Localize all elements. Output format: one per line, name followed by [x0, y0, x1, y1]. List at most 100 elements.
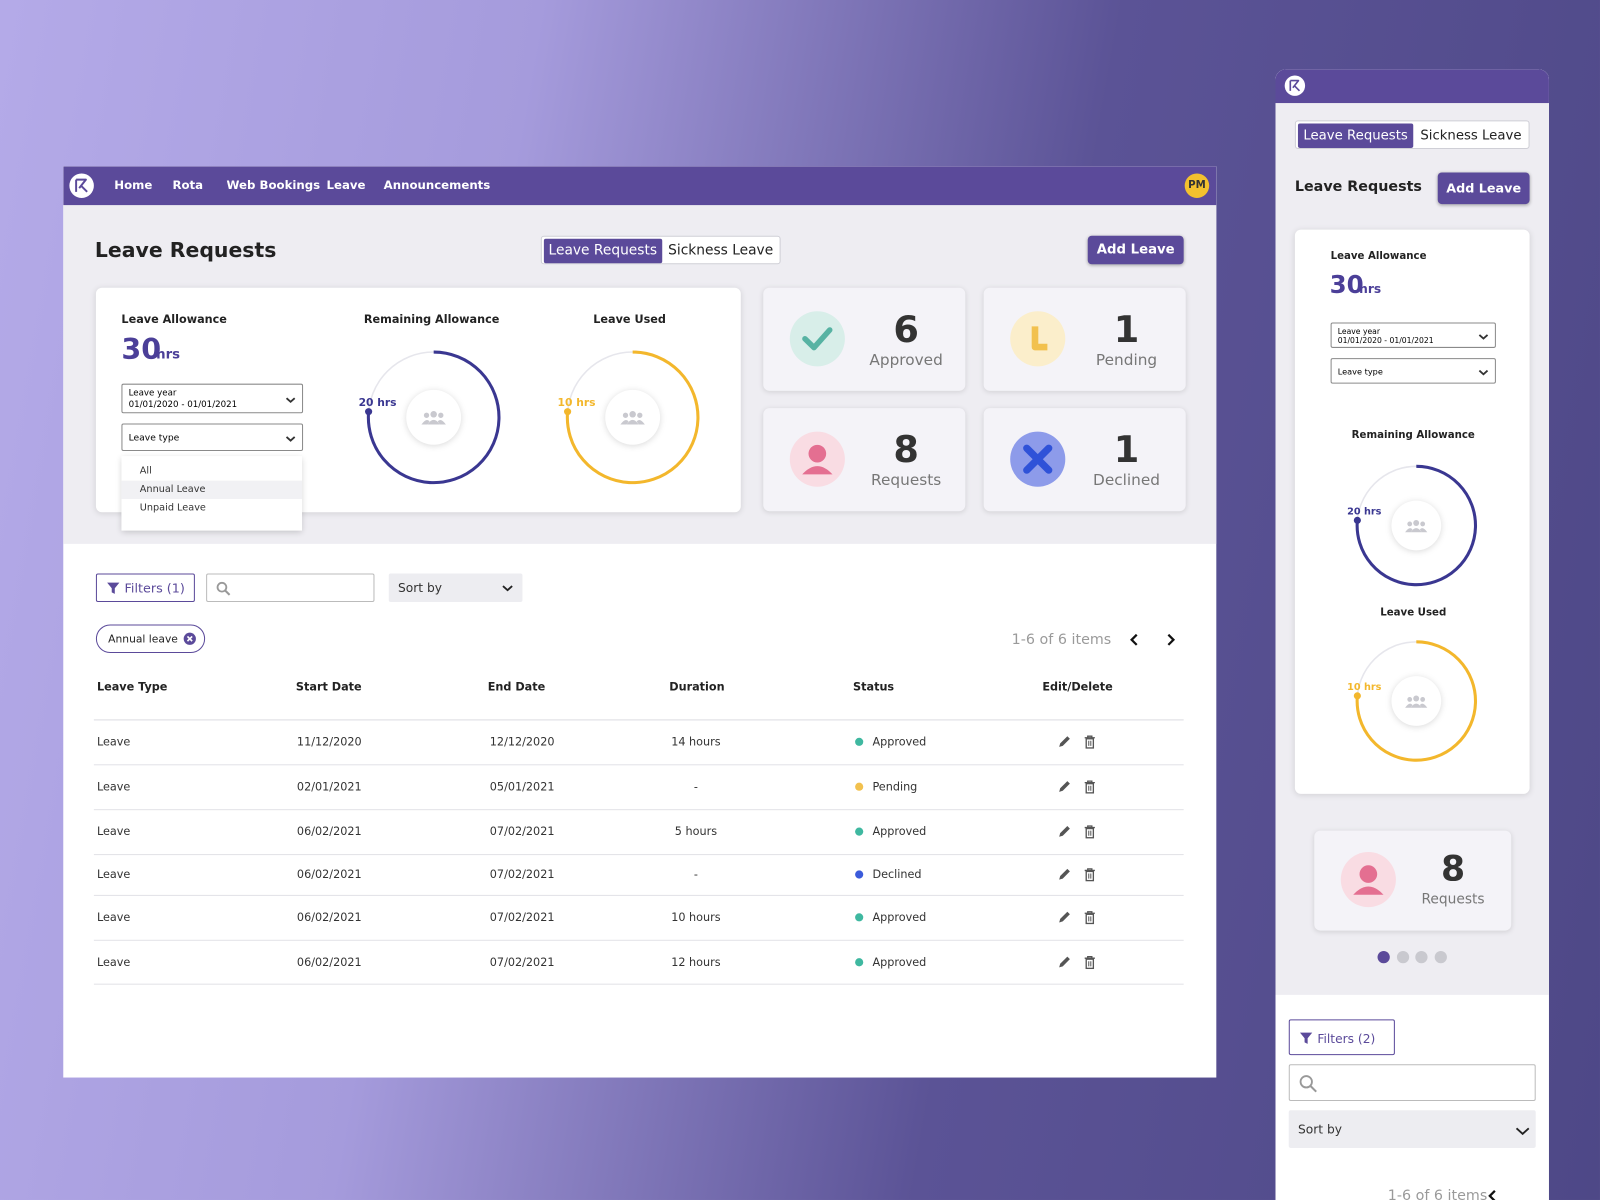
stat-icon	[1010, 311, 1066, 367]
used-label: Leave Used	[593, 312, 666, 327]
leave-type-select[interactable]: Leave type	[121, 423, 304, 452]
prev-page[interactable]	[1488, 1190, 1496, 1200]
icon-shape	[1407, 521, 1413, 527]
add-leave-button[interactable]: Add Leave	[1087, 235, 1184, 265]
carousel-dot[interactable]	[1377, 951, 1390, 964]
icon-shape	[1420, 703, 1428, 708]
table-cell: 12/12/2020	[489, 735, 555, 749]
table-cell: 06/02/2021	[296, 955, 362, 969]
stat-label: Requests	[1421, 891, 1485, 908]
edit-icon[interactable]	[1057, 780, 1071, 794]
row-divider	[93, 809, 1184, 811]
select-label: Leave year	[1337, 326, 1381, 336]
icon-shape	[1515, 1127, 1530, 1135]
stat-value: 1	[1113, 309, 1140, 352]
carousel-dot[interactable]	[1434, 951, 1447, 964]
nav-link[interactable]: Announcements	[383, 177, 491, 193]
table-cell: 06/02/2021	[296, 910, 362, 924]
table-cell: Leave	[96, 867, 131, 882]
icon-shape	[1355, 640, 1478, 762]
sort-select[interactable]: Sort by	[388, 573, 523, 603]
icon-shape	[802, 466, 833, 475]
dropdown-option[interactable]: All	[139, 465, 152, 477]
leave-type-select[interactable]: Leave type	[1330, 358, 1496, 384]
prev-page[interactable]	[1130, 633, 1138, 646]
icon-shape	[438, 412, 444, 418]
icon-shape	[1420, 521, 1426, 527]
table-cell: 06/02/2021	[296, 824, 362, 839]
carousel-dot[interactable]	[1396, 951, 1410, 964]
leave-type-dropdown: All Annual Leave Unpaid Leave	[121, 456, 303, 531]
status-text: Approved	[872, 910, 927, 924]
tab-label: Sickness Leave	[668, 242, 774, 259]
tab[interactable]: Sickness Leave	[1413, 123, 1528, 147]
nav-link[interactable]: Web Bookings	[226, 177, 321, 193]
edit-icon[interactable]	[1057, 824, 1071, 838]
select-value: 01/01/2020 - 01/01/2021	[128, 399, 238, 410]
edit-icon[interactable]	[1057, 955, 1071, 969]
delete-icon[interactable]	[1084, 867, 1096, 882]
sort-select[interactable]: Sort by	[1288, 1110, 1536, 1148]
delete-icon[interactable]	[1084, 955, 1096, 970]
row-divider	[93, 854, 1184, 856]
table-cell: 07/02/2021	[489, 955, 555, 969]
icon-shape	[1420, 527, 1428, 532]
icon-shape	[1084, 868, 1095, 872]
icon-shape	[1478, 333, 1489, 340]
nav-link[interactable]: Leave	[326, 177, 366, 193]
icon-shape	[1088, 873, 1092, 879]
mobile-allowance-card: Leave Allowance 30 hrs Leave year 01/01/2020…	[1294, 229, 1530, 794]
edit-icon[interactable]	[1057, 867, 1071, 881]
add-leave-button[interactable]: Add Leave	[1437, 172, 1530, 205]
icon-shape	[802, 327, 833, 351]
stat-icon	[789, 311, 845, 367]
leave-year-select[interactable]: Leave year 01/01/2020 - 01/01/2021	[121, 383, 304, 414]
delete-icon[interactable]	[1084, 910, 1096, 925]
chevron-down	[502, 585, 513, 592]
icon-shape	[186, 635, 193, 642]
icon-shape	[1088, 740, 1092, 746]
nav-link[interactable]: Rota	[172, 177, 204, 193]
nav-link[interactable]: Home	[114, 177, 153, 193]
edit-icon[interactable]	[1057, 735, 1071, 749]
filters-label: Filters (1)	[124, 580, 185, 596]
table-cell: -	[693, 867, 698, 882]
leave-year-select[interactable]: Leave year 01/01/2020 - 01/01/2021	[1330, 322, 1496, 348]
table-cell: 12 hours	[671, 955, 721, 969]
filter-chip[interactable]: Annual leave	[95, 624, 206, 654]
tab-active[interactable]: Leave Requests	[543, 238, 662, 264]
tab-active[interactable]: Leave Requests	[1297, 123, 1414, 148]
delete-icon[interactable]	[1084, 780, 1096, 794]
icon-shape	[1059, 826, 1070, 837]
status-dot	[855, 782, 864, 791]
filters-button[interactable]: Filters (1)	[95, 573, 195, 603]
search-input[interactable]	[206, 573, 375, 603]
dropdown-option[interactable]: Annual Leave	[139, 483, 206, 496]
column-header: Start Date	[295, 680, 362, 694]
filters-button[interactable]: Filters (2)	[1288, 1019, 1395, 1056]
icon-shape	[637, 412, 643, 418]
delete-icon[interactable]	[1084, 735, 1096, 749]
carousel-dot[interactable]	[1415, 951, 1428, 964]
stat-card: 6 Approved	[763, 287, 966, 391]
icon-shape	[1085, 913, 1095, 925]
icon-shape	[75, 178, 88, 193]
search-input[interactable]	[1288, 1064, 1536, 1102]
row-divider	[93, 983, 1184, 985]
icon-shape	[224, 589, 231, 596]
icon-shape	[1289, 79, 1301, 92]
tab[interactable]: Sickness Leave	[662, 239, 780, 263]
filter-icon	[1299, 1032, 1313, 1044]
icon-shape	[285, 435, 296, 442]
mobile-window: Leave Requests Sickness Leave Leave Reques…	[1275, 69, 1549, 1200]
chip-label: Annual leave	[108, 633, 178, 646]
status-dot	[855, 958, 864, 967]
dropdown-option[interactable]: Unpaid Leave	[139, 502, 206, 514]
table-cell: Leave	[96, 780, 131, 794]
icon-shape	[626, 419, 639, 425]
delete-icon[interactable]	[1084, 824, 1096, 839]
next-page[interactable]	[1167, 633, 1176, 646]
icon-shape	[1420, 696, 1426, 702]
logo	[69, 173, 94, 198]
edit-icon[interactable]	[1057, 910, 1071, 924]
